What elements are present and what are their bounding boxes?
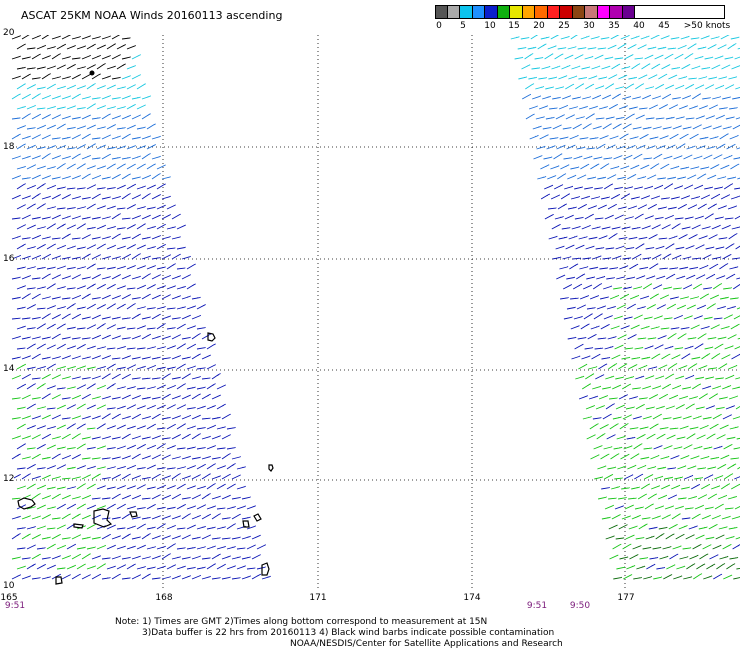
legend-label-25: 25	[558, 21, 570, 31]
island-outline-2	[268, 464, 274, 472]
lat-label-18: 18	[3, 142, 15, 152]
wind-map-canvas	[8, 35, 740, 588]
map-title: ASCAT 25KM NOAA Winds 20160113 ascending	[21, 9, 283, 22]
lat-label-20: 20	[3, 28, 15, 38]
legend-label-5: 5	[460, 21, 466, 31]
island-dot	[89, 70, 95, 76]
lon-label-165: 165	[0, 593, 18, 603]
footnote-line-1: Note: 1) Times are GMT 2)Times along bot…	[115, 617, 488, 627]
wind-barbs-layer	[11, 35, 740, 580]
legend-swatch-15	[623, 5, 635, 19]
legend-swatch-9	[548, 5, 560, 19]
legend-label-15: 15	[508, 21, 520, 31]
legend-label-35: 35	[608, 21, 620, 31]
lat-label-14: 14	[3, 364, 15, 374]
legend-swatch-10	[560, 5, 573, 19]
time-label-2: 9:51	[526, 601, 548, 611]
island-outline-1	[207, 332, 216, 342]
lon-label-177: 177	[617, 593, 635, 603]
legend-swatch-8	[535, 5, 548, 19]
island-outline-9	[261, 562, 270, 576]
legend-swatch-11	[573, 5, 585, 19]
legend-label-50-knots: >50 knots	[683, 21, 731, 31]
island-outlines	[17, 70, 274, 585]
wind-barbs-black	[11, 35, 136, 80]
legend-swatch-7	[523, 5, 535, 19]
island-outline-10	[55, 576, 63, 585]
legend-swatch-empty	[635, 5, 725, 19]
map-gridlines	[8, 35, 740, 588]
legend-label-20: 20	[533, 21, 545, 31]
lon-label-171: 171	[309, 593, 327, 603]
island-outline-4	[93, 508, 113, 528]
legend-label-30: 30	[583, 21, 595, 31]
lon-label-168: 168	[155, 593, 173, 603]
legend-swatch-6	[510, 5, 523, 19]
legend-label-45: 45	[658, 21, 670, 31]
lat-label-16: 16	[3, 254, 15, 264]
legend-swatch-14	[610, 5, 623, 19]
legend-swatch-0	[435, 5, 448, 19]
wind-barbs-green	[11, 283, 740, 580]
legend-swatch-2	[460, 5, 473, 19]
lon-label-174: 174	[463, 593, 481, 603]
time-label-1: 9:51	[4, 601, 26, 611]
island-outline-5	[73, 523, 84, 529]
legend-swatch-1	[448, 5, 460, 19]
legend-swatch-5	[498, 5, 510, 19]
time-label-3: 9:50	[569, 601, 591, 611]
legend-label-40: 40	[633, 21, 645, 31]
wind-barbs-darkblue	[11, 183, 740, 580]
legend-label-10: 10	[484, 21, 496, 31]
island-outline-8	[242, 520, 250, 528]
island-outline-3	[17, 497, 36, 510]
legend-swatch-13	[598, 5, 610, 19]
island-outline-6	[129, 511, 138, 518]
wind-map	[8, 35, 740, 588]
footnote-line-3: NOAA/NESDIS/Center for Satellite Applica…	[290, 639, 563, 649]
legend-swatch-3	[473, 5, 485, 19]
wind-barbs-blue	[11, 93, 740, 180]
wind-barbs-darkgreen	[605, 524, 740, 580]
legend-label-0: 0	[436, 21, 442, 31]
lat-label-12: 12	[3, 474, 15, 484]
footnote-line-2: 3)Data buffer is 22 hrs from 20160113 4)…	[142, 628, 555, 638]
legend-swatch-4	[485, 5, 498, 19]
legend-swatch-12	[585, 5, 598, 19]
lat-label-10: 10	[3, 581, 15, 591]
island-outline-7	[253, 513, 262, 522]
wind-barbs-cyan	[11, 35, 740, 110]
